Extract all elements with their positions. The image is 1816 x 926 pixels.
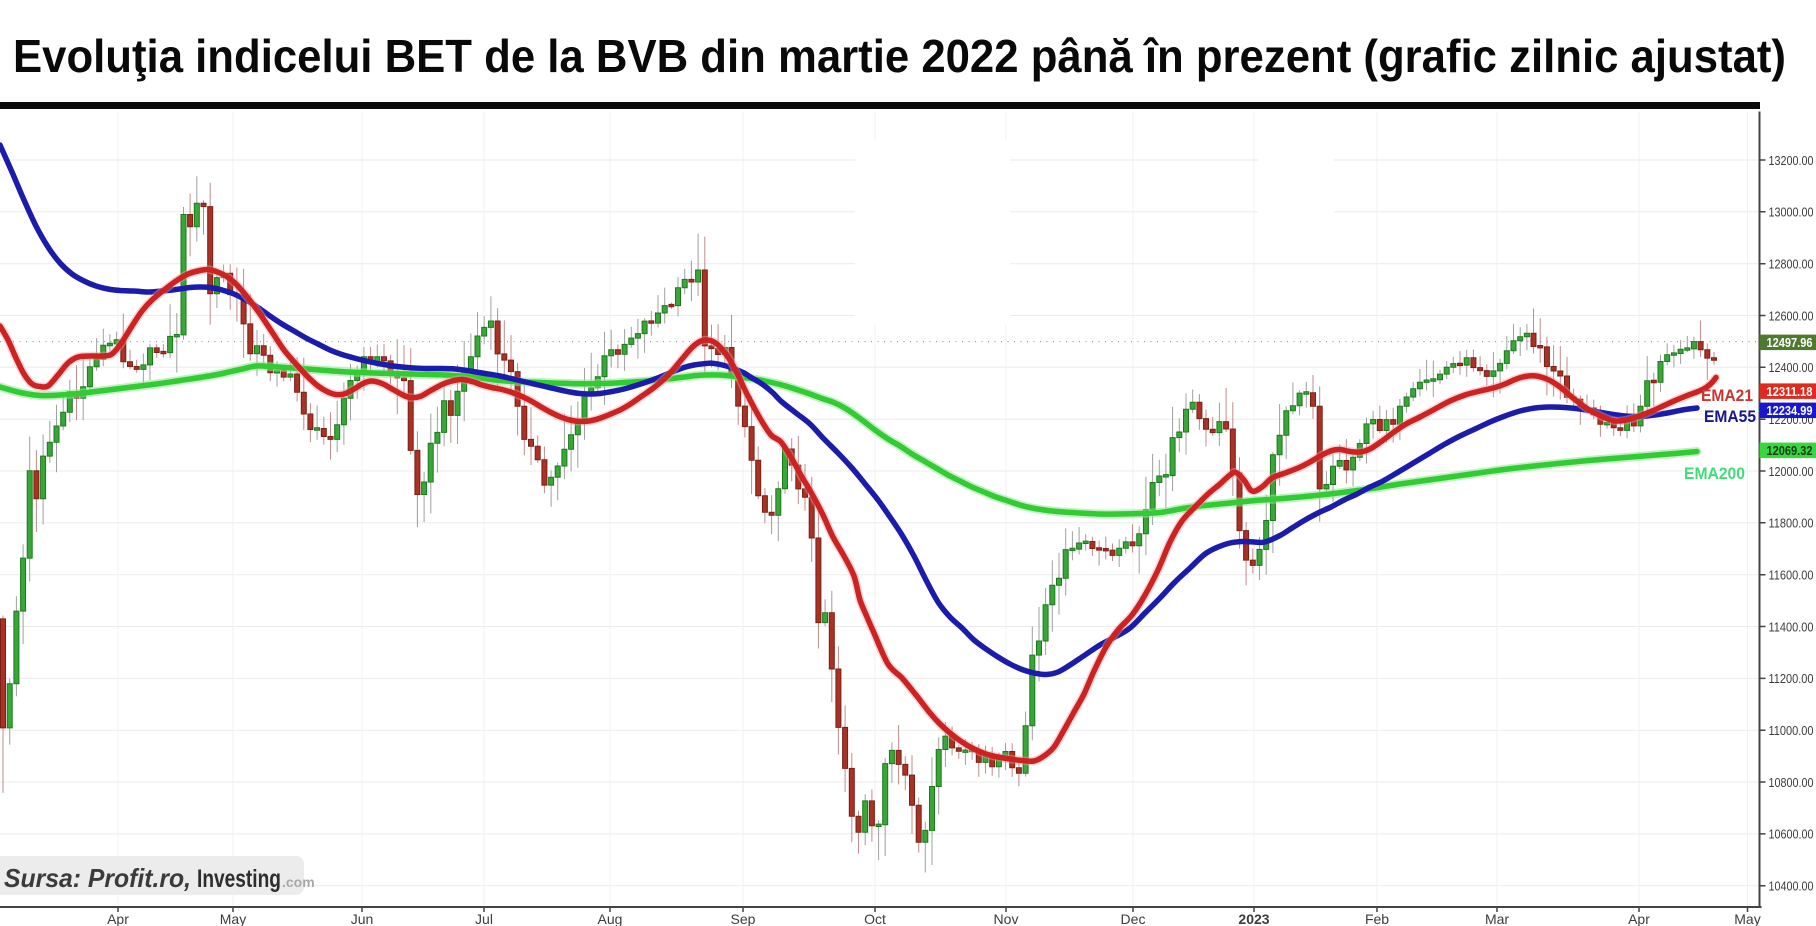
svg-text:2023: 2023 (1238, 911, 1269, 926)
svg-text:Mar: Mar (1485, 911, 1509, 926)
svg-text:10400.00: 10400.00 (1769, 879, 1814, 894)
svg-text:12069.32: 12069.32 (1767, 443, 1813, 458)
svg-text:11200.00: 11200.00 (1769, 671, 1814, 686)
svg-text:Apr: Apr (1628, 911, 1650, 926)
svg-text:May: May (220, 911, 246, 926)
svg-text:Jul: Jul (475, 911, 493, 926)
svg-text:EMA21: EMA21 (1701, 387, 1753, 405)
svg-text:Oct: Oct (864, 911, 886, 926)
svg-text:12311.18: 12311.18 (1767, 384, 1813, 399)
svg-text:11600.00: 11600.00 (1769, 568, 1814, 583)
svg-text:12497.96: 12497.96 (1767, 335, 1813, 350)
svg-text:10800.00: 10800.00 (1769, 775, 1814, 790)
svg-text:.com: .com (282, 874, 315, 890)
svg-text:Investing: Investing (197, 865, 281, 893)
svg-text:12400.00: 12400.00 (1769, 360, 1814, 375)
svg-text:12234.99: 12234.99 (1767, 403, 1813, 418)
svg-text:13000.00: 13000.00 (1769, 205, 1814, 220)
svg-text:11400.00: 11400.00 (1769, 619, 1814, 634)
svg-text:Feb: Feb (1365, 911, 1389, 926)
svg-text:Evoluţia indicelui BET de la B: Evoluţia indicelui BET de la BVB din mar… (13, 30, 1786, 82)
svg-text:12600.00: 12600.00 (1769, 308, 1814, 323)
svg-text:May: May (1734, 911, 1760, 926)
svg-text:Dec: Dec (1121, 911, 1146, 926)
svg-text:Aug: Aug (598, 911, 623, 926)
svg-text:EMA200: EMA200 (1684, 465, 1745, 483)
svg-text:Apr: Apr (107, 911, 129, 926)
svg-text:12800.00: 12800.00 (1769, 257, 1814, 272)
svg-text:13200.00: 13200.00 (1769, 153, 1814, 168)
svg-text:12000.00: 12000.00 (1769, 464, 1814, 479)
svg-text:Sep: Sep (731, 911, 756, 926)
svg-text:Sursa: Profit.ro,: Sursa: Profit.ro, (4, 863, 191, 893)
svg-text:Jun: Jun (351, 911, 374, 926)
svg-text:10600.00: 10600.00 (1769, 827, 1814, 842)
svg-text:11800.00: 11800.00 (1769, 516, 1814, 531)
svg-text:11000.00: 11000.00 (1769, 723, 1814, 738)
svg-text:Nov: Nov (994, 911, 1019, 926)
svg-text:EMA55: EMA55 (1704, 408, 1756, 426)
